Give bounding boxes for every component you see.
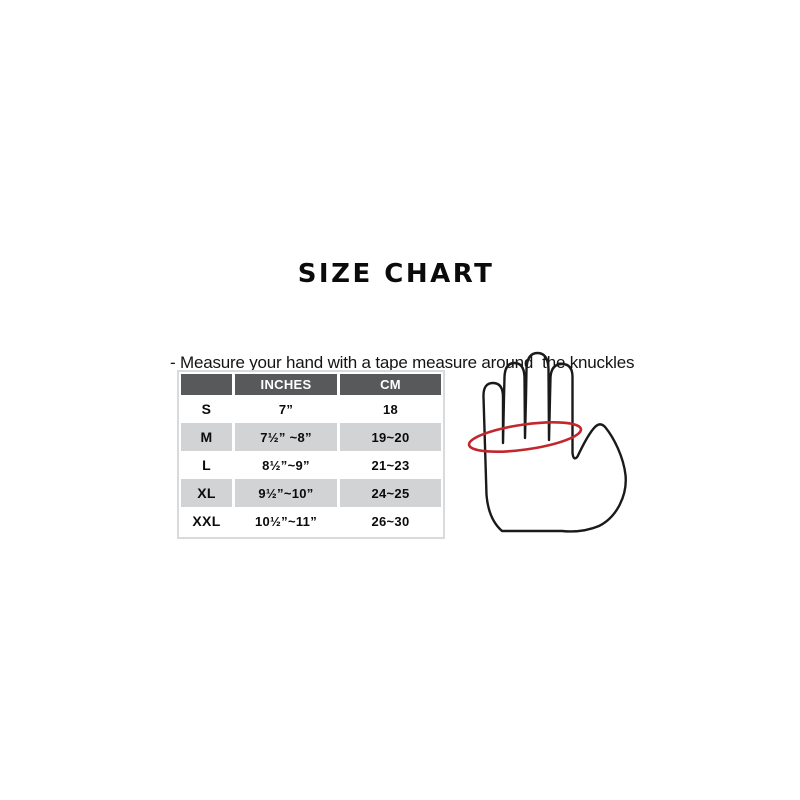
- size-cell: S: [181, 395, 232, 423]
- cm-cell: 24~25: [340, 479, 441, 507]
- header-cm-cell: CM: [340, 374, 441, 395]
- table-row-s: S 7” 18: [181, 395, 441, 423]
- table-header-row: INCHES CM: [181, 374, 441, 395]
- size-cell: L: [181, 451, 232, 479]
- table-row-xl: XL 9½”~10” 24~25: [181, 479, 441, 507]
- size-cell: M: [181, 423, 232, 451]
- tape-measure-line: [467, 421, 583, 453]
- hand-illustration: [466, 343, 630, 535]
- size-table: INCHES CM S 7” 18 M 7½” ~8” 19~20 L 8½”~…: [177, 370, 445, 539]
- cm-cell: 19~20: [340, 423, 441, 451]
- page-title: SIZE CHART: [297, 259, 495, 289]
- header-size-cell: [181, 374, 232, 395]
- table-row-m: M 7½” ~8” 19~20: [181, 423, 441, 451]
- inches-cell: 9½”~10”: [235, 479, 337, 507]
- size-cell: XXL: [181, 507, 232, 535]
- table-row-l: L 8½”~9” 21~23: [181, 451, 441, 479]
- inches-cell: 7½” ~8”: [235, 423, 337, 451]
- cm-cell: 21~23: [340, 451, 441, 479]
- inches-cell: 8½”~9”: [235, 451, 337, 479]
- hand-outline: [482, 351, 627, 533]
- inches-cell: 10½”~11”: [235, 507, 337, 535]
- size-cell: XL: [181, 479, 232, 507]
- inches-cell: 7”: [235, 395, 337, 423]
- hand-diagram-svg: [467, 351, 627, 533]
- table-row-xxl: XXL 10½”~11” 26~30: [181, 507, 441, 535]
- cm-cell: 18: [340, 395, 441, 423]
- header-inches-cell: INCHES: [235, 374, 337, 395]
- cm-cell: 26~30: [340, 507, 441, 535]
